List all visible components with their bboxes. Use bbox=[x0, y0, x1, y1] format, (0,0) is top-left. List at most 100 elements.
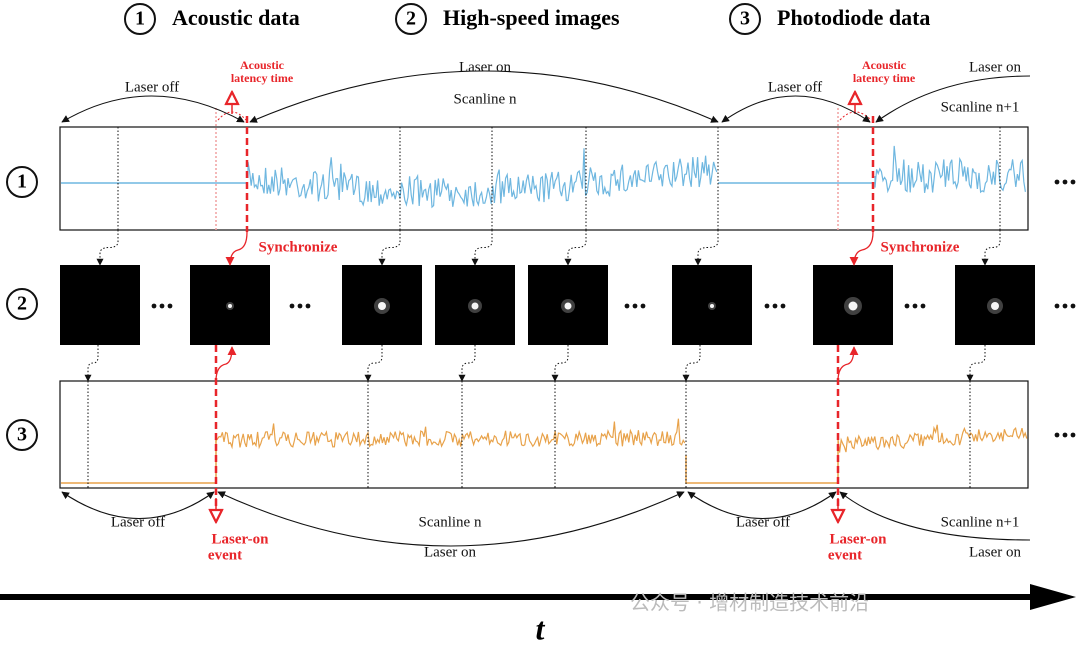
ellipsis-dot bbox=[772, 303, 778, 309]
ellipsis-dot bbox=[1062, 432, 1068, 438]
event-label: event bbox=[828, 547, 862, 563]
melt-pool bbox=[378, 302, 386, 310]
span-arrow bbox=[249, 70, 719, 123]
annotation: Laser on bbox=[969, 59, 1022, 75]
header-number: 2 bbox=[406, 8, 416, 30]
sync-arrow bbox=[849, 231, 874, 266]
sync-label: Synchronize bbox=[881, 239, 960, 255]
ellipsis-dot bbox=[904, 303, 910, 309]
span-arrow bbox=[61, 95, 245, 123]
time-label: t bbox=[536, 610, 546, 646]
number-circle bbox=[729, 3, 761, 35]
span-arrow bbox=[875, 75, 1031, 123]
connector bbox=[694, 230, 719, 266]
event-label: Laser-on bbox=[830, 531, 888, 547]
sync-arrow bbox=[225, 231, 248, 266]
photodiode-trace bbox=[61, 440, 217, 484]
melt-glow bbox=[374, 298, 390, 314]
ellipses bbox=[151, 179, 1076, 438]
top-annotations: Laser off Acoustic latency time Laser on… bbox=[125, 58, 1022, 256]
ellipsis-dot bbox=[1070, 432, 1076, 438]
span-arrows bbox=[61, 70, 1031, 547]
ellipsis-dot bbox=[764, 303, 770, 309]
ellipsis-dot bbox=[289, 303, 295, 309]
span-arrow bbox=[721, 95, 871, 123]
event-label: Laser-on bbox=[212, 531, 270, 547]
annotation: Laser off bbox=[768, 79, 822, 95]
annotation: Laser on bbox=[459, 59, 512, 75]
ellipsis-dot bbox=[1054, 432, 1060, 438]
connectors bbox=[84, 127, 1001, 488]
number-circle bbox=[6, 166, 38, 198]
melt-pool bbox=[564, 302, 572, 310]
header-number: 1 bbox=[135, 8, 145, 30]
bottom-annotations: Laser off Laser-on event Scanline n Lase… bbox=[111, 514, 1022, 563]
photodiode-trace bbox=[837, 424, 1028, 453]
connector bbox=[682, 345, 701, 382]
event-markers bbox=[215, 92, 875, 522]
span-arrow bbox=[839, 491, 1031, 541]
connector bbox=[458, 345, 476, 382]
melt-glow bbox=[708, 302, 716, 310]
header-label: Photodiode data bbox=[777, 5, 930, 30]
annotation: Scanline n bbox=[419, 514, 482, 530]
photodiode-trace bbox=[685, 445, 839, 484]
latency-label: latency time bbox=[853, 71, 916, 85]
span-arrow bbox=[687, 491, 837, 520]
sync-arrow bbox=[837, 346, 859, 382]
melt-pool bbox=[710, 304, 714, 308]
annotation: Laser off bbox=[111, 514, 165, 530]
annotation: Laser on bbox=[424, 544, 477, 560]
row-label: 3 bbox=[17, 424, 27, 446]
connector bbox=[84, 345, 99, 382]
header-label: Acoustic data bbox=[172, 5, 300, 30]
ellipsis-dot bbox=[912, 303, 918, 309]
annotation: Scanline n+1 bbox=[941, 99, 1020, 115]
header-number: 3 bbox=[740, 8, 750, 30]
latency-label: Acoustic bbox=[240, 58, 285, 72]
annotation: Laser on bbox=[969, 544, 1022, 560]
melt-glow bbox=[561, 299, 575, 313]
image-frames bbox=[60, 265, 1035, 345]
connector bbox=[981, 230, 1001, 266]
watermark: 公众号 · 增材制造技术前沿 bbox=[630, 591, 869, 615]
ellipsis-dot bbox=[1062, 303, 1068, 309]
photodiode-trace bbox=[215, 418, 686, 450]
ellipsis-dot bbox=[632, 303, 638, 309]
header: 1 Acoustic data 2 High-speed images 3 Ph… bbox=[124, 3, 930, 35]
melt-pool bbox=[991, 302, 999, 310]
ellipsis-dot bbox=[1054, 179, 1060, 185]
row-label: 2 bbox=[17, 293, 27, 315]
melt-glow bbox=[844, 297, 862, 315]
sync-arrow bbox=[215, 346, 237, 382]
annotation: Scanline n bbox=[454, 91, 517, 107]
melt-glow bbox=[987, 298, 1003, 314]
acoustic-trace bbox=[874, 145, 1026, 194]
melt-pool bbox=[848, 301, 858, 311]
ellipsis-dot bbox=[167, 303, 173, 309]
number-circle bbox=[124, 3, 156, 35]
connector bbox=[96, 230, 119, 266]
span-arrow bbox=[217, 491, 685, 547]
connector bbox=[564, 230, 587, 266]
melt-pool bbox=[228, 304, 232, 308]
row-label: 1 bbox=[17, 171, 27, 193]
ellipsis-dot bbox=[159, 303, 165, 309]
connector bbox=[966, 345, 986, 382]
header-label: High-speed images bbox=[443, 5, 620, 30]
annotation: Scanline n+1 bbox=[941, 514, 1020, 530]
ellipsis-dot bbox=[297, 303, 303, 309]
number-circle bbox=[395, 3, 427, 35]
number-circle bbox=[6, 288, 38, 320]
time-arrowhead bbox=[1030, 584, 1076, 610]
latency-label: Acoustic bbox=[862, 58, 907, 72]
span-arrow bbox=[61, 491, 215, 520]
event-label: event bbox=[208, 547, 242, 563]
ellipsis-dot bbox=[1070, 179, 1076, 185]
acoustic-trace bbox=[247, 148, 718, 209]
number-circle bbox=[6, 419, 38, 451]
latency-label: latency time bbox=[231, 71, 294, 85]
image-frame bbox=[60, 265, 140, 345]
photodiode-panel bbox=[59, 380, 1029, 489]
